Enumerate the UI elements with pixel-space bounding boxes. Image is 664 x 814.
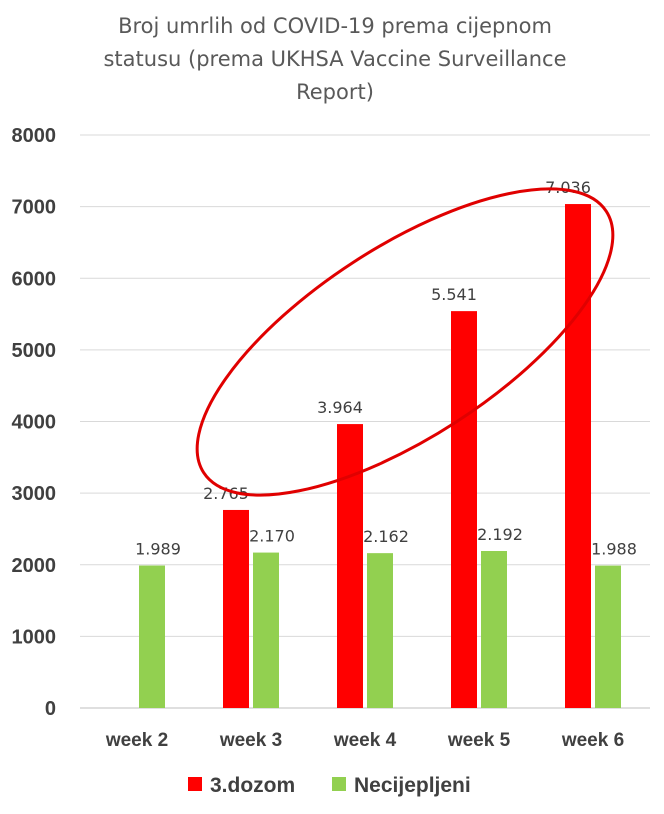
bar-dose3	[337, 424, 363, 708]
legend-label: Necijepljeni	[354, 774, 471, 797]
data-label: 2.162	[363, 527, 409, 546]
legend-label: 3.dozom	[210, 774, 295, 797]
bar-dose3	[223, 509, 249, 708]
chart-title: Broj umrlih od COVID-19 prema cijepnom s…	[103, 14, 566, 104]
gridlines	[80, 134, 650, 709]
bar-dose3	[565, 204, 591, 708]
chart-title-line-2: statusu (prema UKHSA Vaccine Surveillanc…	[103, 47, 566, 71]
x-tick-label: week 4	[333, 730, 397, 751]
data-label: 5.541	[431, 285, 477, 304]
legend-swatch-dose3	[188, 777, 202, 791]
y-tick-label: 7000	[12, 197, 57, 219]
data-label: 2.192	[477, 525, 523, 544]
y-tick-label: 5000	[12, 340, 57, 362]
data-label: 3.964	[317, 398, 363, 417]
highlight-ellipse	[195, 187, 615, 497]
y-tick-label: 3000	[12, 483, 57, 505]
bars	[139, 204, 621, 708]
data-label: 2.765	[203, 484, 249, 503]
x-tick-label: week 2	[105, 730, 168, 751]
y-tick-label: 4000	[12, 412, 57, 434]
y-tick-label: 1000	[12, 626, 57, 648]
y-tick-label: 0	[45, 698, 56, 720]
bar-dose3	[451, 311, 477, 708]
chart-title-line-1: Broj umrlih od COVID-19 prema cijepnom	[118, 14, 552, 38]
y-tick-label: 6000	[12, 268, 57, 290]
data-label: 1.988	[591, 540, 637, 559]
x-tick-label: week 5	[447, 730, 511, 751]
legend: 3.dozom Necijepljeni	[188, 774, 471, 797]
data-labels: 1.9892.7652.1703.9642.1625.5412.1927.036…	[135, 178, 637, 559]
bar-unvaccinated	[367, 553, 393, 708]
bar-unvaccinated	[481, 550, 507, 708]
x-tick-label: week 6	[561, 730, 624, 751]
data-label: 1.989	[135, 540, 181, 559]
y-tick-label: 2000	[12, 555, 57, 577]
bar-unvaccinated	[253, 552, 279, 708]
chart-title-line-3: Report)	[296, 80, 374, 104]
y-tick-label: 8000	[12, 125, 57, 147]
y-axis-ticks: 0 1000 2000 3000 4000 5000 6000 7000 8000	[12, 125, 57, 720]
data-label: 2.170	[249, 527, 295, 546]
x-axis-ticks: week 2 week 3 week 4 week 5 week 6	[105, 730, 624, 751]
x-tick-label: week 3	[219, 730, 282, 751]
bar-unvaccinated	[595, 565, 621, 708]
legend-swatch-unvaccinated	[332, 777, 346, 791]
bar-unvaccinated	[139, 565, 165, 708]
